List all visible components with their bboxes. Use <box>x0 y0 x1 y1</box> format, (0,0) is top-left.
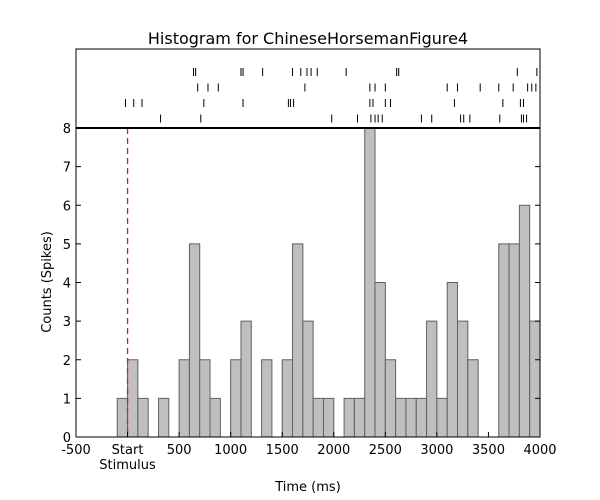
histogram-bar <box>353 397 366 438</box>
histogram-bar <box>436 397 448 438</box>
y-tick-label: 4 <box>63 277 71 292</box>
histogram-bar <box>116 397 129 438</box>
x-axis-label: Time (ms) <box>274 480 341 495</box>
histogram-bar <box>261 359 273 438</box>
histogram-bar <box>446 282 459 438</box>
y-tick-label: 1 <box>63 392 71 407</box>
histogram-bar <box>157 397 170 438</box>
y-tick-label: 6 <box>63 199 71 214</box>
chart-title: Histogram for ChineseHorsemanFigure4 <box>148 29 468 48</box>
x-tick-label: 2500 <box>369 443 402 458</box>
histogram-bar <box>240 320 252 438</box>
x-tick-label: 2000 <box>317 443 350 458</box>
y-tick-label: 0 <box>63 431 71 446</box>
x-tick-label: 3000 <box>420 443 453 458</box>
y-tick-label: 3 <box>63 315 71 330</box>
axes <box>75 48 541 438</box>
histogram-bar <box>457 320 469 438</box>
y-tick-label: 5 <box>63 238 71 253</box>
histogram-bars <box>116 127 541 438</box>
histogram-bar <box>199 359 211 438</box>
x-tick-label: -500 <box>61 443 91 458</box>
y-tick-label: 2 <box>63 354 71 369</box>
histogram-bar <box>127 359 139 438</box>
histogram-bar <box>374 282 386 438</box>
x-tick-label: 4000 <box>523 443 556 458</box>
y-axis-label: Counts (Spikes) <box>40 231 55 333</box>
histogram-bar <box>137 397 149 438</box>
raster-panel <box>124 68 538 123</box>
histogram-bar <box>426 320 438 438</box>
histogram-bar <box>209 397 221 438</box>
histogram-bar <box>384 359 397 438</box>
histogram-bar <box>364 127 376 438</box>
histogram-bar <box>302 320 314 438</box>
x-tick-sublabel: Stimulus <box>99 458 156 473</box>
histogram-bar <box>322 397 335 438</box>
histogram-bar <box>498 243 510 438</box>
x-tick-label: 3500 <box>472 443 505 458</box>
histogram-bar <box>178 359 190 438</box>
histogram-bar <box>508 243 520 438</box>
histogram-bar <box>529 320 541 438</box>
histogram-bar <box>292 243 304 438</box>
x-tick-label: 1000 <box>214 443 247 458</box>
plot-frame <box>75 48 541 438</box>
histogram-bar <box>188 243 201 438</box>
y-tick-label: 8 <box>63 122 71 137</box>
histogram-bar <box>518 204 531 438</box>
x-tick-label: 500 <box>167 443 192 458</box>
histogram-bar <box>312 397 324 438</box>
histogram-bar <box>405 397 417 438</box>
histogram-bar <box>395 397 407 438</box>
histogram-bar <box>343 397 355 438</box>
histogram-bar <box>230 359 242 438</box>
y-tick-label: 7 <box>63 161 71 176</box>
histogram-bar <box>281 359 294 438</box>
histogram-bar <box>415 397 428 438</box>
x-tick-label: 1500 <box>266 443 299 458</box>
histogram-bar <box>467 359 479 438</box>
y-ticks: 0 1 2 3 4 5 6 7 8 <box>63 122 540 446</box>
x-tick-label: Start <box>112 443 144 458</box>
x-ticks: -500 500 1000 1500 2000 2500 3000 3500 4000 Start… <box>61 432 557 473</box>
